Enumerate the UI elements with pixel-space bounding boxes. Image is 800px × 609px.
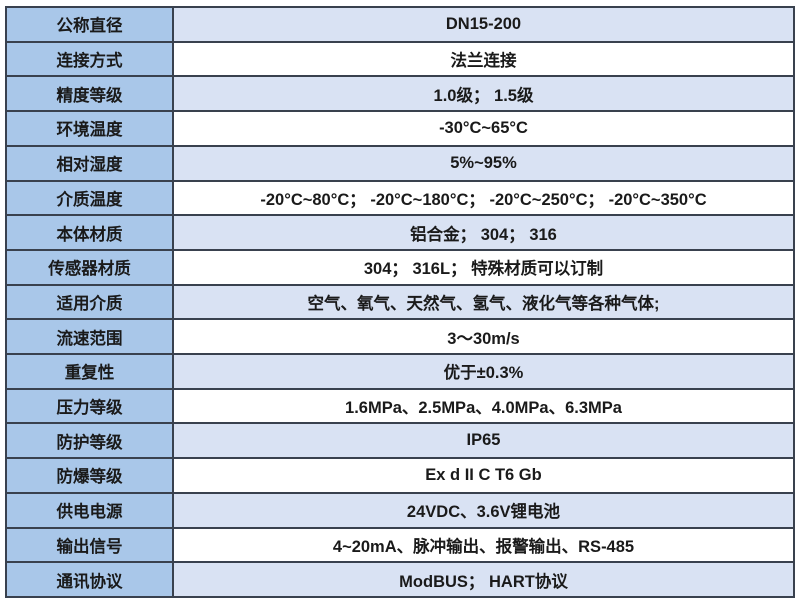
table-row: 输出信号 4~20mA、脉冲输出、报警输出、RS-485 (5, 526, 795, 564)
spec-label: 防爆等级 (5, 457, 174, 494)
spec-label: 本体材质 (5, 214, 174, 251)
spec-value: 空气、氧气、天然气、氢气、液化气等各种气体; (172, 283, 795, 321)
table-row: 介质温度 -20°C~80°C； -20°C~180°C； -20°C~250°… (5, 179, 795, 217)
spec-label: 连接方式 (5, 40, 174, 78)
table-row: 传感器材质 304； 316L； 特殊材质可以订制 (5, 248, 795, 286)
spec-value: DN15-200 (172, 6, 795, 43)
table-row: 精度等级 1.0级； 1.5级 (5, 75, 795, 113)
spec-label: 重复性 (5, 353, 174, 390)
spec-value: -30°C~65°C (172, 110, 795, 147)
spec-label: 介质温度 (5, 179, 174, 217)
table-row: 防爆等级 Ex d II C T6 Gb (5, 457, 795, 494)
spec-value: 法兰连接 (172, 40, 795, 78)
table-row: 重复性 优于±0.3% (5, 353, 795, 390)
spec-value: 3～30m/s (172, 318, 795, 356)
spec-value: 5%~95% (172, 144, 795, 182)
spec-table: 公称直径 DN15-200 连接方式 法兰连接 精度等级 1.0级； 1.5级 … (5, 6, 795, 598)
spec-value: 4~20mA、脉冲输出、报警输出、RS-485 (172, 526, 795, 564)
table-row: 环境温度 -30°C~65°C (5, 110, 795, 147)
table-row: 防护等级 IP65 (5, 422, 795, 460)
spec-label: 输出信号 (5, 526, 174, 564)
spec-label: 公称直径 (5, 6, 174, 43)
spec-label: 通讯协议 (5, 561, 174, 598)
table-row: 适用介质 空气、氧气、天然气、氢气、液化气等各种气体; (5, 283, 795, 321)
table-row: 通讯协议 ModBUS； HART协议 (5, 561, 795, 598)
table-row: 连接方式 法兰连接 (5, 40, 795, 78)
spec-value: 铝合金； 304； 316 (172, 214, 795, 251)
table-row: 公称直径 DN15-200 (5, 6, 795, 43)
spec-value: 1.6MPa、2.5MPa、4.0MPa、6.3MPa (172, 387, 795, 425)
spec-value: 优于±0.3% (172, 353, 795, 390)
spec-label: 防护等级 (5, 422, 174, 460)
spec-value: Ex d II C T6 Gb (172, 457, 795, 494)
spec-label: 适用介质 (5, 283, 174, 321)
table-row: 本体材质 铝合金； 304； 316 (5, 214, 795, 251)
spec-value: 24VDC、3.6V锂电池 (172, 491, 795, 529)
spec-value: IP65 (172, 422, 795, 460)
spec-label: 环境温度 (5, 110, 174, 147)
spec-label: 压力等级 (5, 387, 174, 425)
spec-label: 供电电源 (5, 491, 174, 529)
spec-label: 精度等级 (5, 75, 174, 113)
spec-value: ModBUS； HART协议 (172, 561, 795, 598)
spec-label: 传感器材质 (5, 248, 174, 286)
spec-label: 流速范围 (5, 318, 174, 356)
table-row: 流速范围 3～30m/s (5, 318, 795, 356)
table-row: 供电电源 24VDC、3.6V锂电池 (5, 491, 795, 529)
spec-value: 304； 316L； 特殊材质可以订制 (172, 248, 795, 286)
spec-label: 相对湿度 (5, 144, 174, 182)
table-row: 相对湿度 5%~95% (5, 144, 795, 182)
table-row: 压力等级 1.6MPa、2.5MPa、4.0MPa、6.3MPa (5, 387, 795, 425)
spec-value: 1.0级； 1.5级 (172, 75, 795, 113)
spec-table-body: 公称直径 DN15-200 连接方式 法兰连接 精度等级 1.0级； 1.5级 … (5, 6, 795, 598)
spec-value: -20°C~80°C； -20°C~180°C； -20°C~250°C； -2… (172, 179, 795, 217)
